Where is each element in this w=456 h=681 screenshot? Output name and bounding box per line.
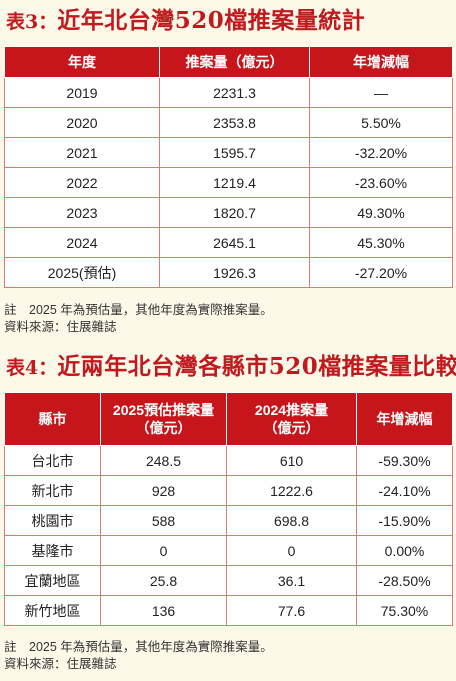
table3-header-row: 年度 推案量（億元） 年增減幅 — [4, 46, 453, 78]
table3-source: 資料來源：住展雜誌 — [4, 320, 117, 334]
table3-header-year: 年度 — [4, 46, 160, 78]
table-row: 2022 1219.4 -23.60% — [4, 167, 453, 198]
table3-tag: 表3： — [6, 11, 58, 33]
table-row: 桃園市 588 698.8 -15.90% — [4, 505, 453, 536]
table3-header-volume: 推案量（億元） — [159, 46, 310, 78]
table4-cell-county: 新北市 — [4, 475, 101, 506]
table4-header-2025-line2: （億元） — [135, 420, 192, 436]
table3-cell-year: 2020 — [4, 107, 160, 138]
table4-header-change: 年增減幅 — [356, 392, 453, 446]
table4-cell-2024: 1222.6 — [226, 475, 357, 506]
table4-header-row: 縣市 2025預估推案量 （億元） 2024推案量 （億元） 年增減幅 — [4, 392, 453, 446]
table4-header-2024: 2024推案量 （億元） — [226, 392, 357, 446]
table4-cell-change: -15.90% — [356, 505, 453, 536]
table4-header-2025-line1: 2025預估推案量 — [112, 402, 215, 418]
table3-cell-change: 49.30% — [309, 197, 453, 228]
table3-cell-change: — — [309, 77, 453, 108]
table-row: 新竹地區 136 77.6 75.30% — [4, 595, 453, 626]
table3-cell-change: -27.20% — [309, 257, 453, 288]
table4-cell-county: 桃園市 — [4, 505, 101, 536]
table3-header-change: 年增減幅 — [309, 46, 453, 78]
table4-cell-2025: 248.5 — [100, 445, 227, 476]
table3-cell-volume: 2645.1 — [159, 227, 310, 258]
table3-cell-year: 2019 — [4, 77, 160, 108]
table3-cell-change: 5.50% — [309, 107, 453, 138]
table3-cell-volume: 2353.8 — [159, 107, 310, 138]
table3-cell-change: 45.30% — [309, 227, 453, 258]
table4-source: 資料來源：住展雜誌 — [4, 657, 117, 671]
table4: 縣市 2025預估推案量 （億元） 2024推案量 （億元） 年增減幅 台北市 … — [4, 392, 453, 626]
table3-title-text: 近年北台灣520檔推案量統計 — [57, 7, 366, 34]
table4-cell-2025: 25.8 — [100, 565, 227, 596]
table3-title: 表3：近年北台灣520檔推案量統計 — [6, 9, 365, 32]
table4-cell-county: 新竹地區 — [4, 595, 101, 626]
table4-header-2024-line1: 2024推案量 — [254, 402, 329, 418]
table4-cell-county: 宜蘭地區 — [4, 565, 101, 596]
table3-cell-year: 2023 — [4, 197, 160, 228]
table4-cell-2024: 610 — [226, 445, 357, 476]
table4-cell-2025: 0 — [100, 535, 227, 566]
table4-header-change-text: 年增減幅 — [376, 411, 433, 427]
table3-cell-volume: 1595.7 — [159, 137, 310, 168]
table-row: 基隆市 0 0 0.00% — [4, 535, 453, 566]
table-row: 宜蘭地區 25.8 36.1 -28.50% — [4, 565, 453, 596]
table4-cell-2025: 588 — [100, 505, 227, 536]
table4-cell-2024: 698.8 — [226, 505, 357, 536]
table3-cell-volume: 1926.3 — [159, 257, 310, 288]
table4-cell-2025: 136 — [100, 595, 227, 626]
table4-header-county-text: 縣市 — [38, 411, 67, 427]
table-row: 2019 2231.3 — — [4, 77, 453, 108]
table4-cell-change: -28.50% — [356, 565, 453, 596]
table4-cell-change: -24.10% — [356, 475, 453, 506]
table4-cell-2024: 0 — [226, 535, 357, 566]
table-row: 2024 2645.1 45.30% — [4, 227, 453, 258]
table3-cell-year: 2024 — [4, 227, 160, 258]
table3-cell-year: 2025(預估) — [4, 257, 160, 288]
table3-cell-volume: 1820.7 — [159, 197, 310, 228]
table3-cell-year: 2021 — [4, 137, 160, 168]
table4-header-2025: 2025預估推案量 （億元） — [100, 392, 227, 446]
table4-title-text: 近兩年北台灣各縣市520檔推案量比較 — [57, 353, 456, 380]
table-row: 2025(預估) 1926.3 -27.20% — [4, 257, 453, 288]
table4-cell-change: 75.30% — [356, 595, 453, 626]
table3-cell-change: -23.60% — [309, 167, 453, 198]
table3-cell-year: 2022 — [4, 167, 160, 198]
table-row: 新北市 928 1222.6 -24.10% — [4, 475, 453, 506]
table4-footnote: 註 2025 年為預估量，其他年度為實際推案量。 — [4, 640, 273, 654]
table4-cell-county: 基隆市 — [4, 535, 101, 566]
table3-cell-volume: 1219.4 — [159, 167, 310, 198]
table-row: 2021 1595.7 -32.20% — [4, 137, 453, 168]
table4-header-county: 縣市 — [4, 392, 101, 446]
table4-header-2024-line2: （億元） — [263, 420, 320, 436]
table4-cell-2025: 928 — [100, 475, 227, 506]
table-row: 2023 1820.7 49.30% — [4, 197, 453, 228]
table3: 年度 推案量（億元） 年增減幅 2019 2231.3 — 2020 2353.… — [4, 46, 453, 288]
table3-footnote: 註 2025 年為預估量，其他年度為實際推案量。 — [4, 303, 273, 317]
table3-cell-change: -32.20% — [309, 137, 453, 168]
table4-cell-change: -59.30% — [356, 445, 453, 476]
table4-cell-2024: 77.6 — [226, 595, 357, 626]
table4-title: 表4：近兩年北台灣各縣市520檔推案量比較 — [6, 355, 456, 378]
table-row: 2020 2353.8 5.50% — [4, 107, 453, 138]
table3-cell-volume: 2231.3 — [159, 77, 310, 108]
table-row: 台北市 248.5 610 -59.30% — [4, 445, 453, 476]
table4-cell-change: 0.00% — [356, 535, 453, 566]
table4-cell-county: 台北市 — [4, 445, 101, 476]
table4-tag: 表4： — [6, 357, 58, 379]
table4-cell-2024: 36.1 — [226, 565, 357, 596]
